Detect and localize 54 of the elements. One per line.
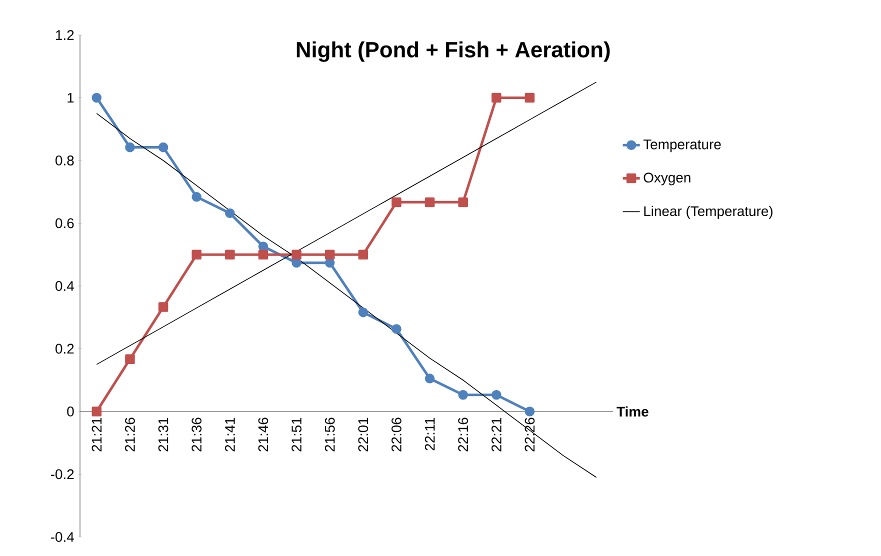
point: [458, 197, 468, 208]
y-tick-label: 0.6: [56, 218, 74, 228]
legend-label: Linear (Temperature): [644, 206, 772, 219]
point: [524, 92, 535, 103]
point: [192, 192, 202, 202]
point: [92, 406, 102, 416]
chart-title: Night (Pond + Fish + Aeration): [296, 41, 610, 62]
y-tick-label: 1: [68, 92, 74, 103]
y-tick-label: 0: [67, 406, 74, 416]
point: [524, 406, 535, 416]
point: [92, 92, 102, 103]
point: [125, 354, 135, 364]
point: [392, 324, 402, 334]
point: [324, 250, 335, 260]
x-tick-label: 21:46: [258, 418, 268, 452]
x-tick-label: 21:31: [158, 418, 168, 452]
x-tick-label: 21:51: [292, 418, 302, 452]
y-tick-label: 1.2: [56, 30, 74, 40]
x-tick-label: 22:01: [358, 418, 368, 452]
x-tick-label: 21:56: [324, 418, 335, 452]
x-tick-label: 21:21: [92, 418, 102, 452]
y-tick-label: 0.4: [56, 281, 74, 291]
x-tick-label: 21:36: [192, 418, 202, 452]
legend-label: Temperature: [643, 140, 721, 152]
point: [424, 374, 435, 384]
x-tick-label: 21:41: [225, 418, 235, 452]
legend-label: Oxygen: [644, 172, 690, 186]
y-tick-label: 0.2: [56, 344, 74, 354]
y-tick-label: 0.8: [56, 156, 74, 166]
point: [424, 197, 435, 208]
point: [192, 250, 202, 260]
point: [158, 302, 168, 312]
y-tick-label: -0.2: [50, 469, 74, 480]
x-tick-label: 21:26: [125, 418, 135, 452]
x-tick-label: 22:11: [424, 418, 435, 450]
point: [292, 250, 302, 260]
point: [225, 250, 235, 260]
y-tick-label: -0.4: [50, 532, 74, 542]
x-tick-label: 22:06: [392, 418, 402, 452]
point: [492, 92, 502, 103]
x-axis-title: Time: [616, 406, 648, 417]
point: [258, 242, 268, 252]
point: [392, 197, 402, 208]
point: [492, 390, 502, 400]
x-tick-label: 22:26: [524, 418, 535, 452]
point: [358, 307, 368, 318]
point: [258, 250, 268, 260]
point: [158, 142, 168, 152]
point: [358, 250, 368, 260]
point: [125, 142, 135, 152]
point: [458, 390, 468, 400]
point: [225, 208, 235, 218]
x-tick-label: 22:16: [458, 418, 468, 452]
x-tick-label: 22:21: [492, 418, 502, 452]
